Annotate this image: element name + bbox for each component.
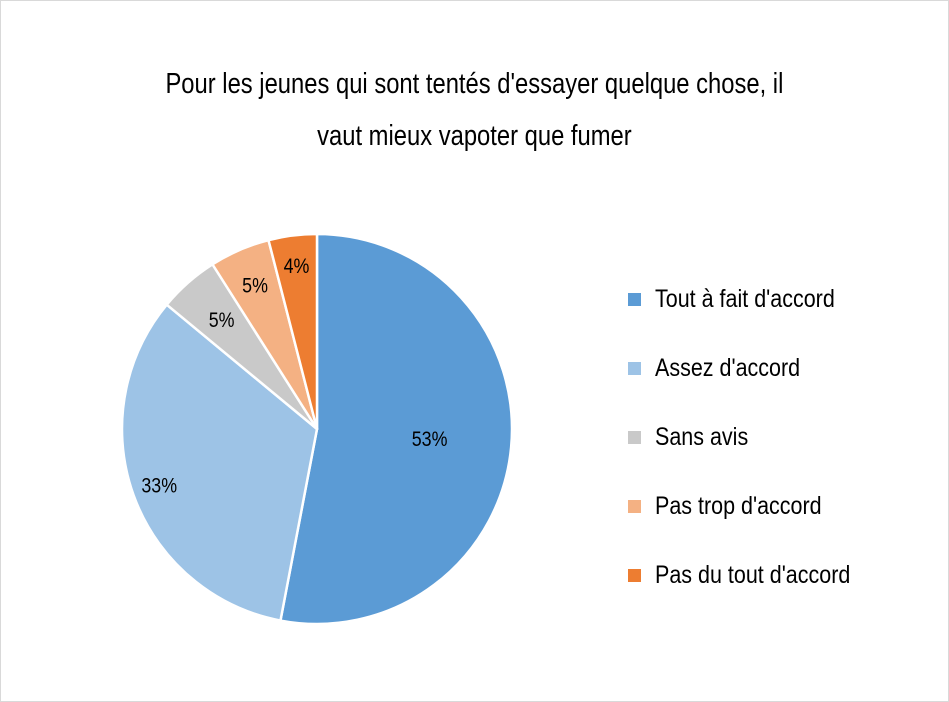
legend-item-pas-du-tout: Pas du tout d'accord [628, 558, 882, 592]
chart-title-line-1: Pour les jeunes qui sont tentés d'essaye… [165, 68, 784, 100]
pie-slices [120, 232, 514, 626]
legend-swatch [628, 430, 641, 444]
legend-label: Pas du tout d'accord [655, 560, 851, 589]
pie-slice-assez [120, 303, 319, 622]
legend-label: Pas trop d'accord [655, 491, 822, 520]
legend-item-sans-avis: Sans avis [628, 420, 763, 454]
chart-title-line-2: vaut mieux vapoter que fumer [317, 120, 632, 152]
legend-item-tout-a-fait: Tout à fait d'accord [628, 282, 864, 316]
pie-label-pas-du-tout: 4% [284, 255, 310, 279]
pie-label-pas-trop: 5% [242, 274, 268, 298]
pie-label-tout-a-fait: 53% [412, 428, 448, 452]
legend-swatch [628, 499, 641, 513]
legend-label: Tout à fait d'accord [655, 284, 835, 313]
legend-swatch [628, 568, 641, 582]
legend-swatch [628, 361, 641, 375]
legend-item-pas-trop: Pas trop d'accord [628, 489, 849, 523]
pie-label-sans-avis: 5% [209, 309, 235, 333]
legend-label: Assez d'accord [655, 353, 801, 382]
legend-item-assez: Assez d'accord [628, 351, 824, 385]
pie-label-assez: 33% [141, 474, 177, 498]
legend-swatch [628, 292, 641, 306]
chart-title: Pour les jeunes qui sont tentés d'essaye… [85, 58, 863, 162]
pie-slice-pas-du-tout [267, 232, 319, 431]
pie-labels: 53% 33% 5% 5% 4% [141, 255, 447, 498]
legend-label: Sans avis [655, 422, 749, 451]
pie-slice-tout-a-fait [279, 232, 514, 626]
